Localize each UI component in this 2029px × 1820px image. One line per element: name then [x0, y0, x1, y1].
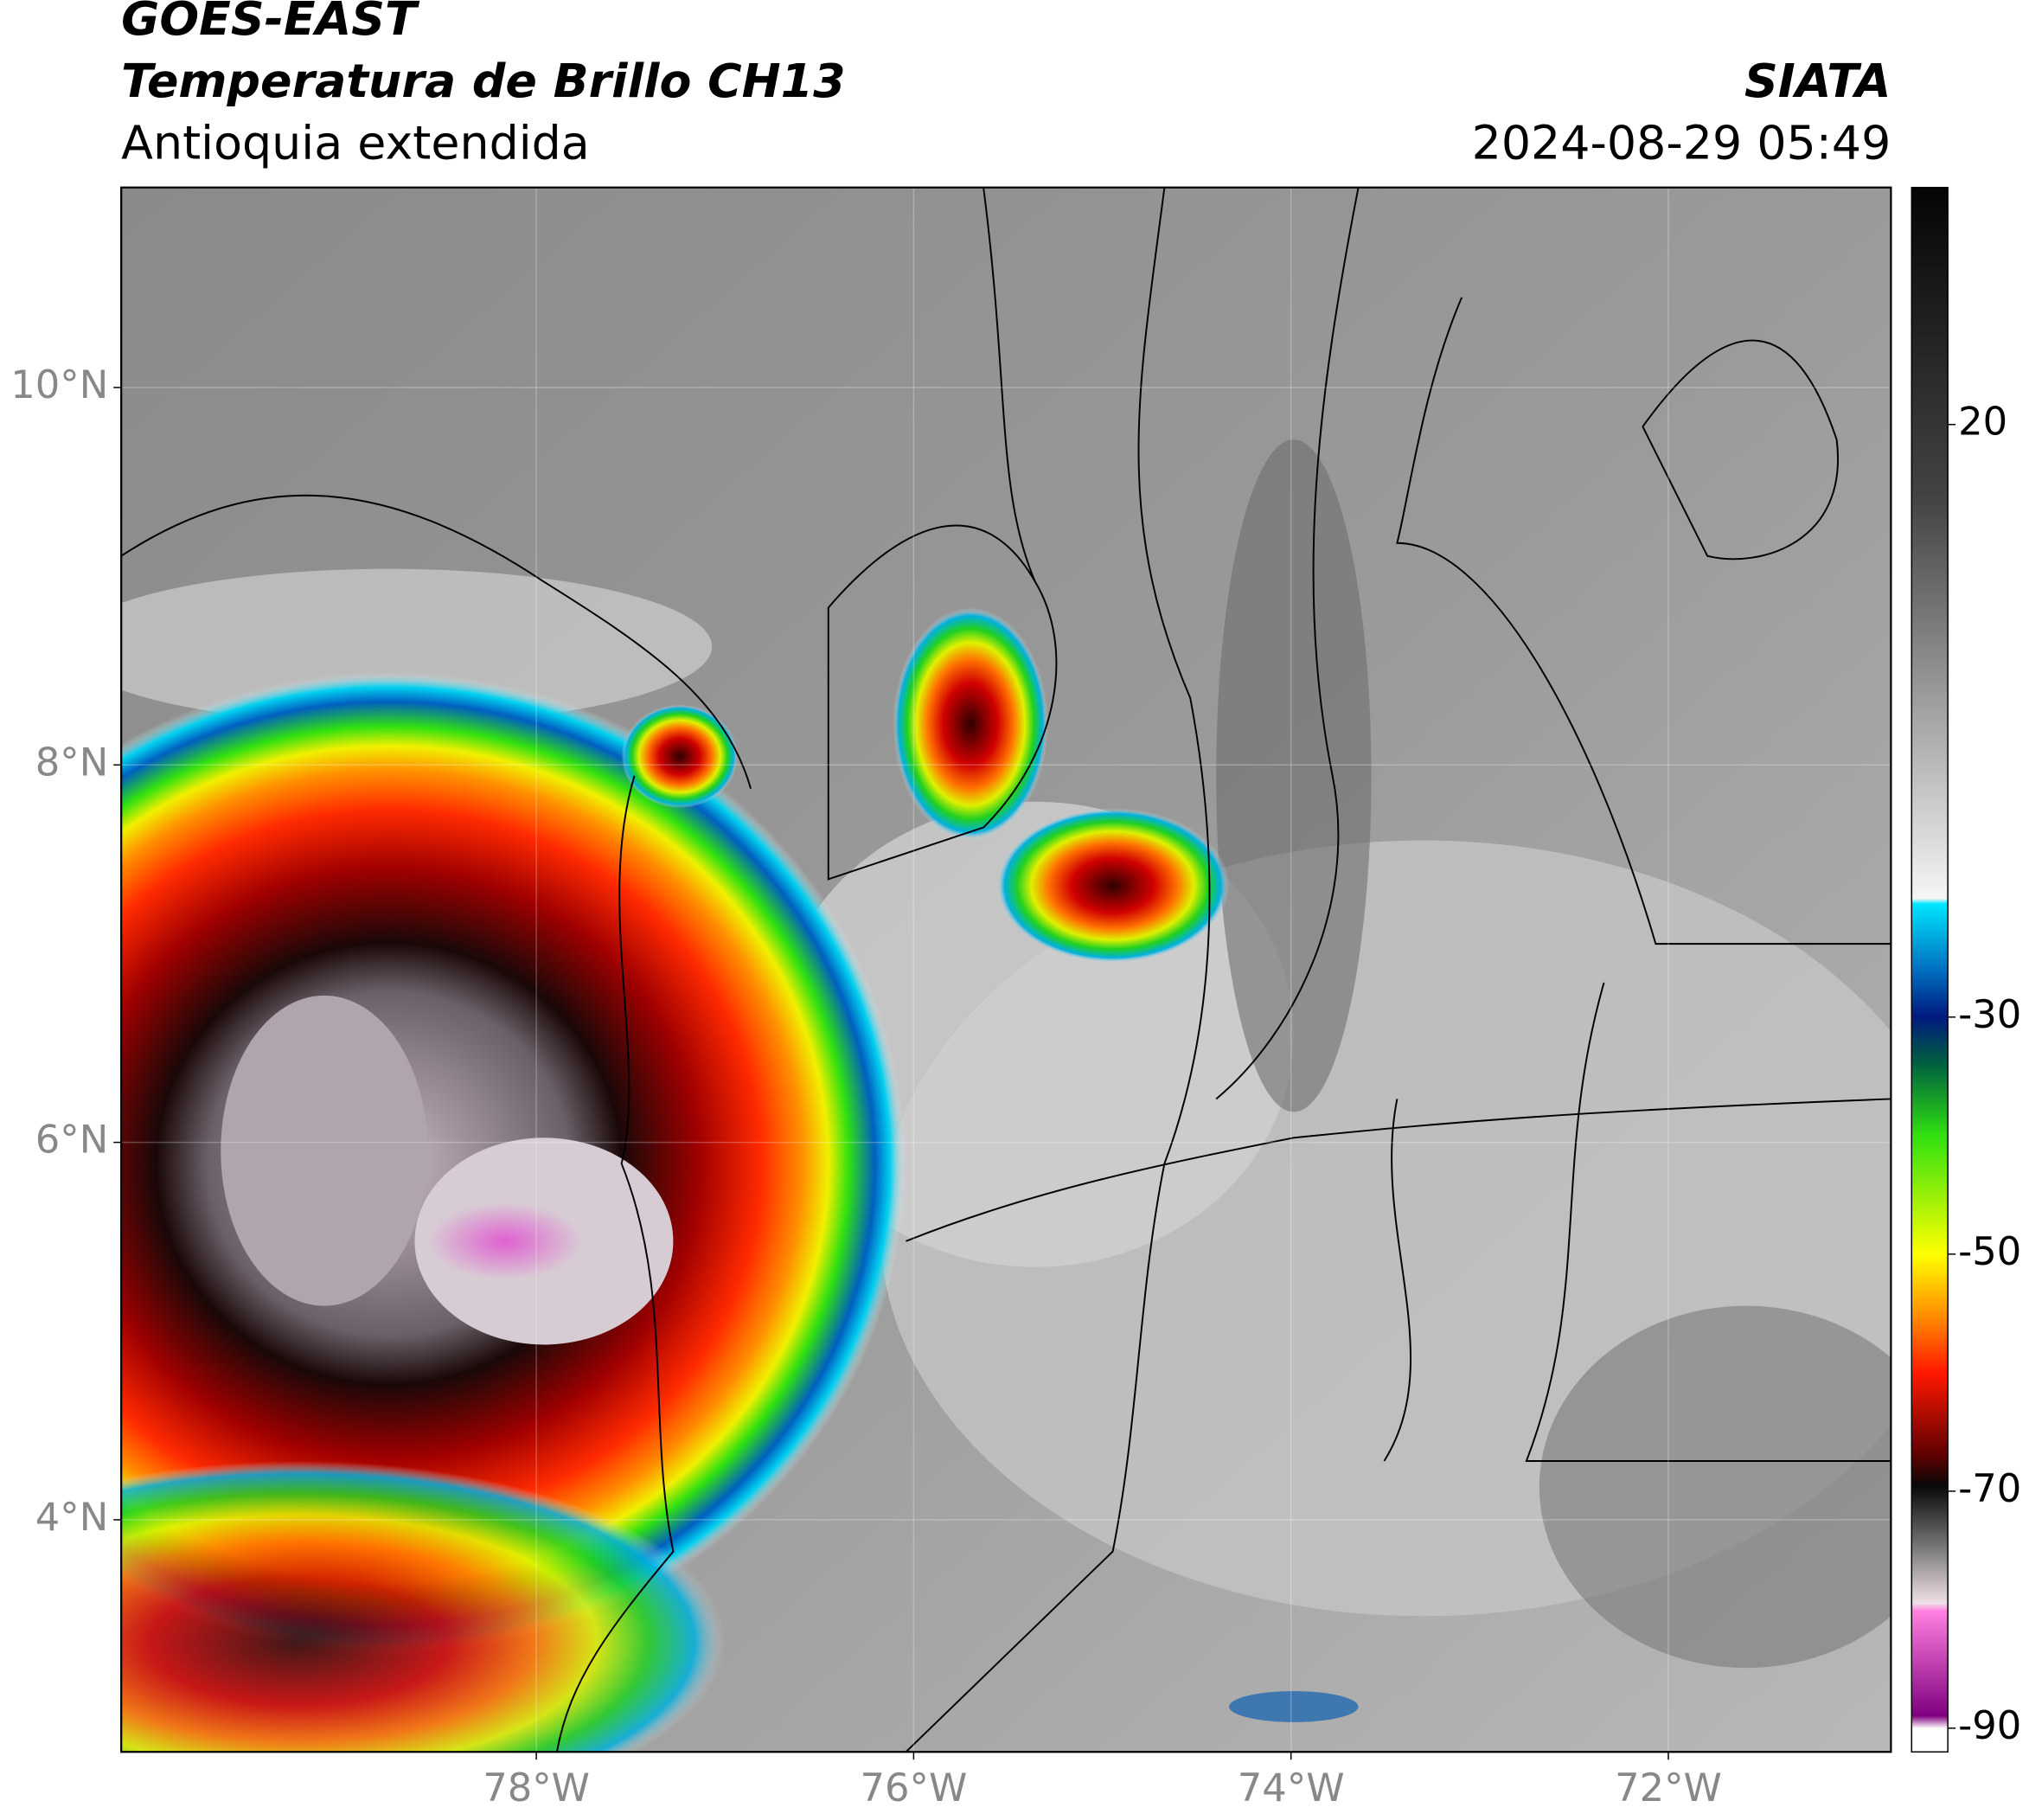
y-tick-label: 8°N — [35, 739, 108, 785]
y-tick-label: 6°N — [35, 1117, 108, 1163]
map-image — [121, 187, 1891, 1753]
title-line1: GOES-EAST — [121, 0, 420, 46]
map-frame — [120, 186, 1892, 1753]
x-tick-label: 78°W — [483, 1765, 590, 1810]
colorbar-tick-label: -70 — [1958, 1465, 2021, 1511]
y-tick-label: 4°N — [35, 1494, 108, 1540]
colorbar-tick-label: 20 — [1958, 399, 2007, 445]
colorbar-tick-label: -30 — [1958, 991, 2021, 1037]
source: SIATA — [1744, 54, 1891, 108]
x-tick-label: 74°W — [1238, 1765, 1345, 1810]
x-tick-label: 76°W — [861, 1765, 968, 1810]
subtitle: Antioquia extendida — [121, 116, 590, 170]
x-tick-label: 72°W — [1615, 1765, 1722, 1810]
colorbar — [1911, 186, 1949, 1753]
colorbar-tick-label: -90 — [1958, 1702, 2021, 1748]
title-line2: Temperatura de Brillo CH13 — [121, 54, 845, 108]
datetime: 2024-08-29 05:49 — [1472, 116, 1891, 170]
colorbar-tick-label: -50 — [1958, 1228, 2021, 1274]
y-tick-label: 10°N — [10, 362, 108, 407]
